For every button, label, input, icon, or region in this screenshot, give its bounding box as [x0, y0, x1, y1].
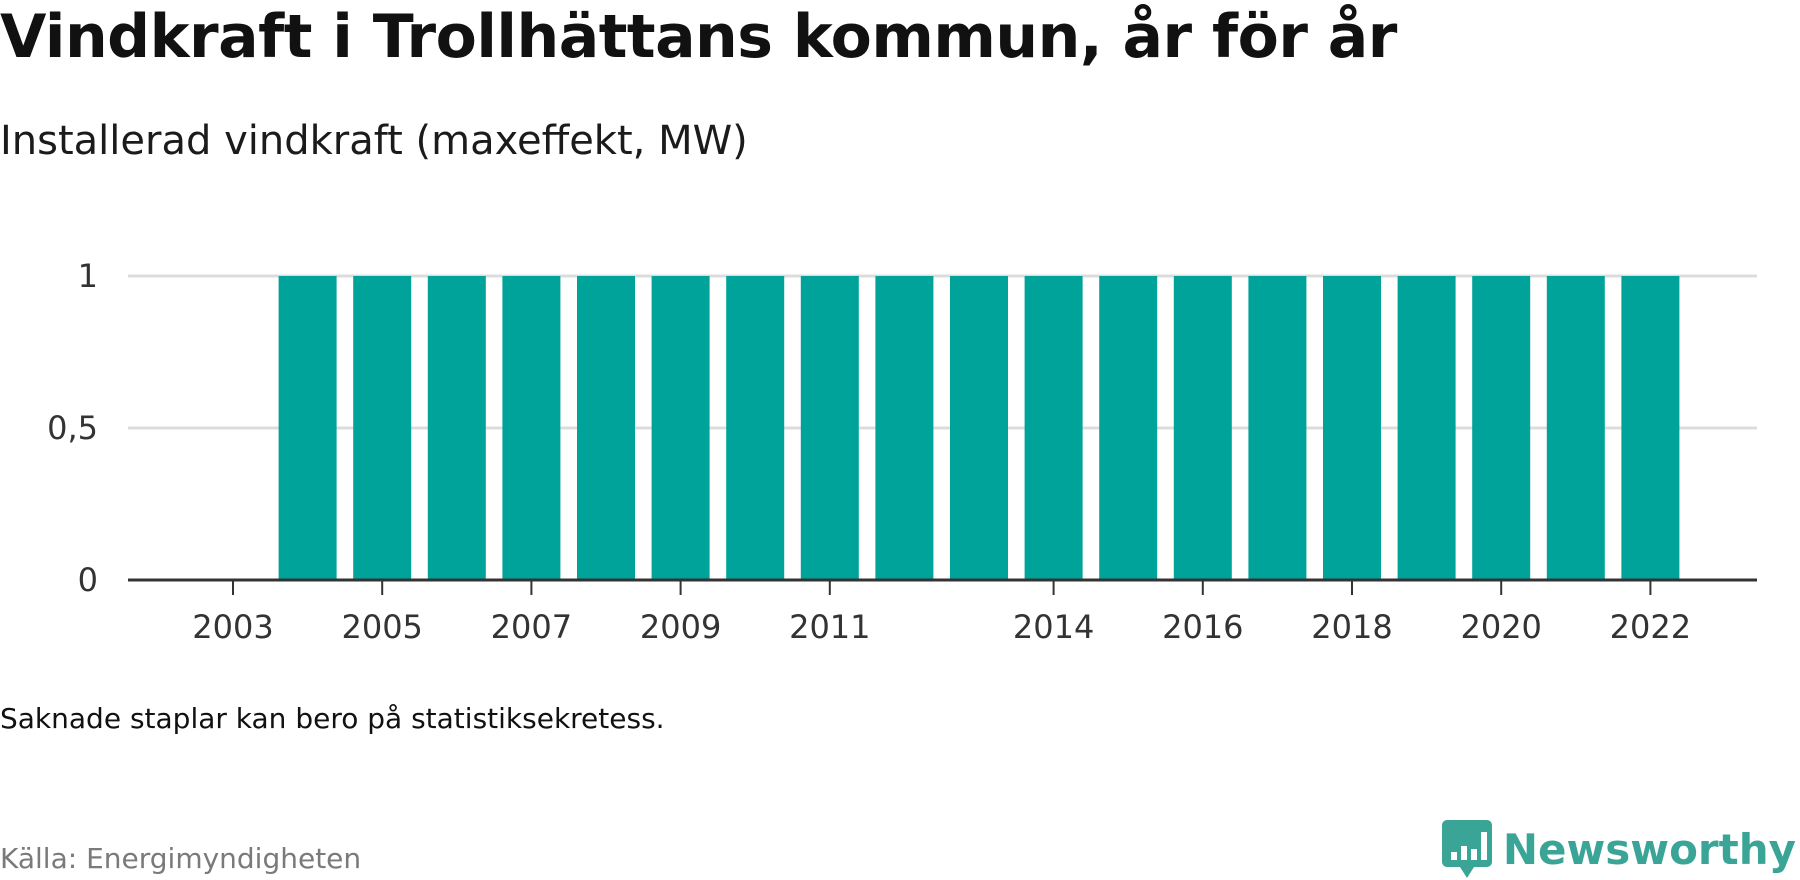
bar-2012 [875, 276, 934, 580]
bar-2015 [1099, 276, 1158, 580]
bar-2018 [1323, 276, 1381, 580]
x-tick-label: 2018 [1311, 608, 1392, 646]
bar-2017 [1248, 276, 1307, 580]
x-tick-label: 2009 [640, 608, 721, 646]
axes: 0 0,5 1 2003 2005 2007 2009 2011 2014 2016 2018 202… [47, 257, 1757, 646]
bar-2004 [278, 276, 337, 580]
chart-title: Vindkraft i Trollhättans kommun, år för … [0, 2, 1397, 72]
newsworthy-logo: Newsworthy [1441, 818, 1796, 880]
x-tick-label: 2020 [1460, 608, 1541, 646]
bar-2016 [1173, 276, 1232, 580]
x-tick-label: 2007 [491, 608, 572, 646]
bar-2005 [353, 276, 412, 580]
bar-2021 [1546, 276, 1605, 580]
bar-2007 [502, 276, 561, 580]
bar-2009 [651, 276, 710, 580]
bar-chart: 0 0,5 1 2003 2005 2007 2009 2011 2014 2016 2018 202… [47, 257, 1757, 646]
chart-note: Saknade staplar kan bero på statistiksek… [0, 702, 665, 735]
x-tick-label: 2014 [1013, 608, 1094, 646]
bar-2010 [726, 276, 785, 580]
bar-2019 [1397, 276, 1456, 580]
x-tick-label: 2005 [341, 608, 422, 646]
bar-2006 [427, 276, 486, 580]
x-tick-label: 2011 [789, 608, 870, 646]
bar-2008 [577, 276, 635, 580]
y-tick-label: 1 [78, 257, 98, 295]
x-tick-label: 2016 [1162, 608, 1243, 646]
bars [278, 276, 1680, 580]
source-credit: Källa: Energimyndigheten [0, 842, 362, 875]
bar-2013 [950, 276, 1008, 580]
bar-2020 [1472, 276, 1531, 580]
bar-2014 [1024, 276, 1083, 580]
chart-subtitle: Installerad vindkraft (maxeffekt, MW) [0, 118, 748, 164]
x-tick-label: 2003 [192, 608, 273, 646]
x-tick-label: 2022 [1610, 608, 1691, 646]
bar-2022 [1621, 276, 1680, 580]
y-tick-label: 0,5 [47, 409, 98, 447]
bar-2011 [800, 276, 859, 580]
newsworthy-logo-icon [1441, 820, 1492, 878]
newsworthy-logo-text: Newsworthy [1502, 824, 1796, 874]
y-tick-label: 0 [78, 561, 98, 599]
